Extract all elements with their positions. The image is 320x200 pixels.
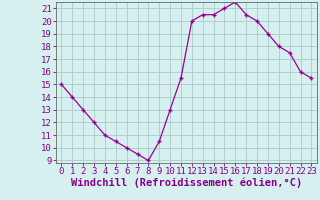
X-axis label: Windchill (Refroidissement éolien,°C): Windchill (Refroidissement éolien,°C) <box>71 178 302 188</box>
